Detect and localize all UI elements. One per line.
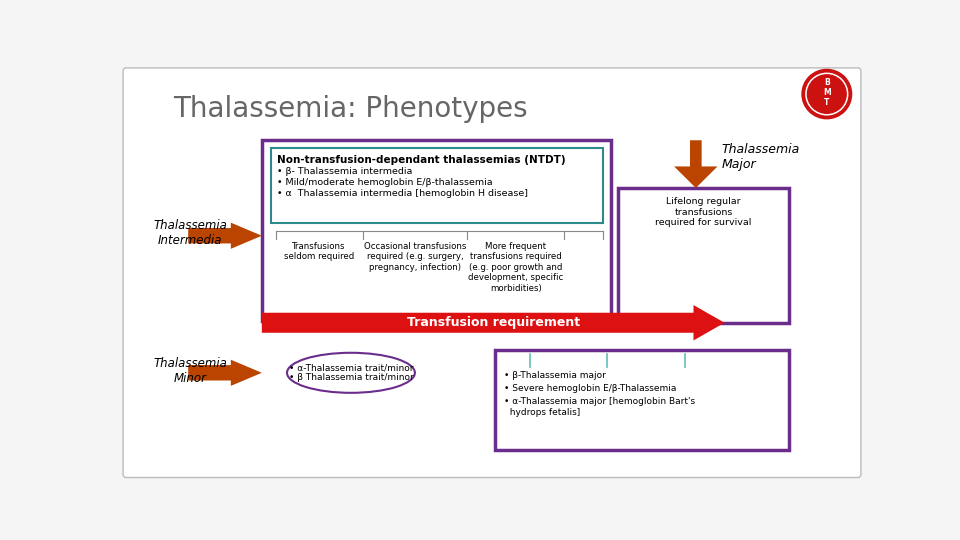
Text: Transfusion requirement: Transfusion requirement <box>407 316 580 329</box>
Text: • α-Thalassemia trait/minor
• β Thalassemia trait/minor: • α-Thalassemia trait/minor • β Thalasse… <box>289 363 414 382</box>
Polygon shape <box>188 222 262 249</box>
FancyBboxPatch shape <box>262 140 611 321</box>
Text: More frequent
transfusions required
(e.g. poor growth and
development, specific
: More frequent transfusions required (e.g… <box>468 242 564 293</box>
FancyBboxPatch shape <box>495 350 789 450</box>
Text: • Mild/moderate hemoglobin E/β-thalassemia: • Mild/moderate hemoglobin E/β-thalassem… <box>277 178 492 187</box>
FancyBboxPatch shape <box>271 148 603 224</box>
Text: • α-Thalassemia major [hemoglobin Bart's
  hydrops fetalis]: • α-Thalassemia major [hemoglobin Bart's… <box>504 397 696 417</box>
Polygon shape <box>262 305 725 340</box>
Text: Non-transfusion-dependant thalassemias (NTDT): Non-transfusion-dependant thalassemias (… <box>277 155 566 165</box>
Text: Thalassemia
Major: Thalassemia Major <box>721 143 800 171</box>
Text: Thalassemia
Intermedia: Thalassemia Intermedia <box>153 219 227 247</box>
Text: • Severe hemoglobin E/β-Thalassemia: • Severe hemoglobin E/β-Thalassemia <box>504 384 677 393</box>
Text: Thalassemia: Phenotypes: Thalassemia: Phenotypes <box>173 96 527 124</box>
Text: B
M
T: B M T <box>823 78 830 107</box>
Circle shape <box>807 75 846 113</box>
Text: Thalassemia
Minor: Thalassemia Minor <box>153 357 227 385</box>
Text: • β-Thalassemia major: • β-Thalassemia major <box>504 372 607 380</box>
Text: Lifelong regular
transfusions
required for survival: Lifelong regular transfusions required f… <box>656 197 752 227</box>
Circle shape <box>805 73 848 115</box>
Polygon shape <box>188 360 262 386</box>
Polygon shape <box>674 140 717 188</box>
Text: • β- Thalassemia intermedia: • β- Thalassemia intermedia <box>277 167 413 176</box>
Ellipse shape <box>287 353 415 393</box>
FancyBboxPatch shape <box>123 68 861 477</box>
FancyBboxPatch shape <box>618 188 789 323</box>
Text: • α  Thalassemia intermedia [hemoglobin H disease]: • α Thalassemia intermedia [hemoglobin H… <box>277 189 528 198</box>
Text: Transfusions
seldom required: Transfusions seldom required <box>284 242 354 261</box>
Text: Occasional transfusions
required (e.g. surgery,
pregnancy, infection): Occasional transfusions required (e.g. s… <box>364 242 466 272</box>
Circle shape <box>802 70 852 119</box>
